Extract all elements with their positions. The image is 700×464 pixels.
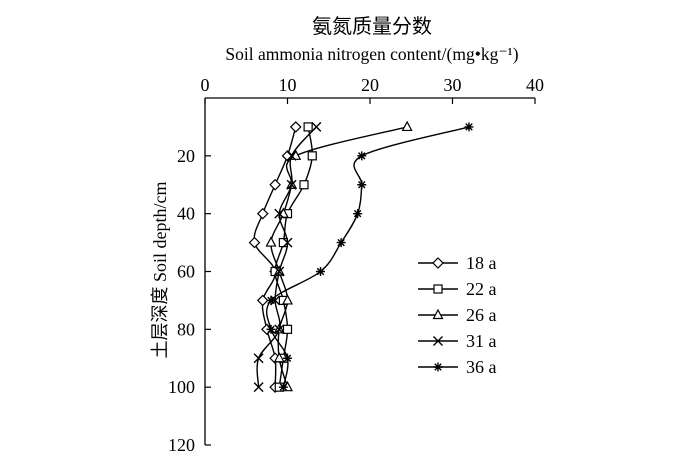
y-tick-label: 100 (168, 377, 195, 397)
chart-title-cn: 氨氮质量分数 (312, 15, 432, 38)
data-point (256, 207, 269, 220)
series-line (265, 126, 470, 388)
legend-label: 18 a (466, 253, 497, 273)
x-tick-label: 30 (444, 75, 462, 95)
series-line (256, 126, 317, 388)
y-tick-label: 40 (177, 204, 195, 224)
data-point (286, 150, 297, 161)
legend-item: 36 a (418, 357, 497, 377)
legend-item: 18 a (418, 253, 497, 273)
y-tick-label: 60 (177, 262, 195, 282)
legend-item: 22 a (418, 279, 497, 299)
data-point (274, 266, 285, 277)
legend-label: 36 a (466, 357, 497, 377)
y-axis-label: 土层深度 Soil depth/cm (150, 182, 170, 359)
data-point (282, 294, 293, 305)
data-point (316, 267, 325, 276)
data-point (269, 178, 281, 191)
legend-label: 31 a (466, 331, 497, 351)
series-3 (265, 120, 413, 392)
legend-marker (432, 257, 444, 269)
x-tick-label: 0 (201, 75, 210, 95)
data-point (282, 237, 293, 248)
legend-label: 26 a (466, 305, 497, 325)
series-layer (248, 120, 474, 394)
data-point (286, 179, 297, 190)
series-line (274, 126, 313, 388)
data-point (253, 353, 264, 364)
legend-marker (433, 336, 443, 346)
data-point (282, 324, 293, 334)
data-point (253, 382, 264, 393)
data-point (307, 151, 317, 161)
data-point (256, 294, 269, 307)
data-point (353, 209, 363, 219)
data-point (336, 238, 346, 248)
data-point (283, 353, 292, 363)
y-tick-label: 80 (177, 319, 195, 339)
series-4 (253, 121, 322, 393)
data-point (401, 120, 413, 132)
data-point (357, 180, 367, 190)
legend-item: 26 a (418, 305, 497, 325)
series-1 (248, 121, 302, 394)
legend-item: 31 a (418, 331, 497, 351)
chart-title-en: Soil ammonia nitrogen content/(mg•kg⁻¹) (225, 44, 518, 64)
data-point (303, 122, 313, 132)
legend: 18 a 22 a 26 a 31 a 36 a (418, 253, 497, 377)
data-point (299, 180, 309, 190)
y-tick-label: 120 (168, 435, 195, 455)
x-tick-label: 20 (361, 75, 379, 95)
legend-marker (433, 362, 443, 372)
data-point (357, 151, 367, 161)
data-point (266, 295, 276, 305)
x-tick-label: 40 (526, 75, 544, 95)
data-point (266, 324, 276, 334)
legend-label: 22 a (466, 279, 497, 299)
legend-marker (432, 308, 444, 320)
data-point (311, 121, 322, 132)
data-point (289, 121, 302, 133)
axes: 0 10 20 30 40 20 40 60 80 100 120 (168, 75, 544, 455)
data-point (274, 324, 285, 335)
data-point (265, 236, 277, 247)
data-point (274, 208, 285, 219)
series-5 (265, 122, 474, 392)
legend-marker (433, 284, 443, 294)
data-point (273, 351, 285, 363)
data-point (464, 122, 474, 132)
data-point (278, 237, 288, 248)
series-line (270, 126, 408, 388)
series-line (253, 126, 297, 388)
data-point (278, 382, 288, 392)
data-point (248, 236, 261, 249)
x-tick-label: 10 (279, 75, 297, 95)
y-tick-label: 20 (177, 146, 195, 166)
